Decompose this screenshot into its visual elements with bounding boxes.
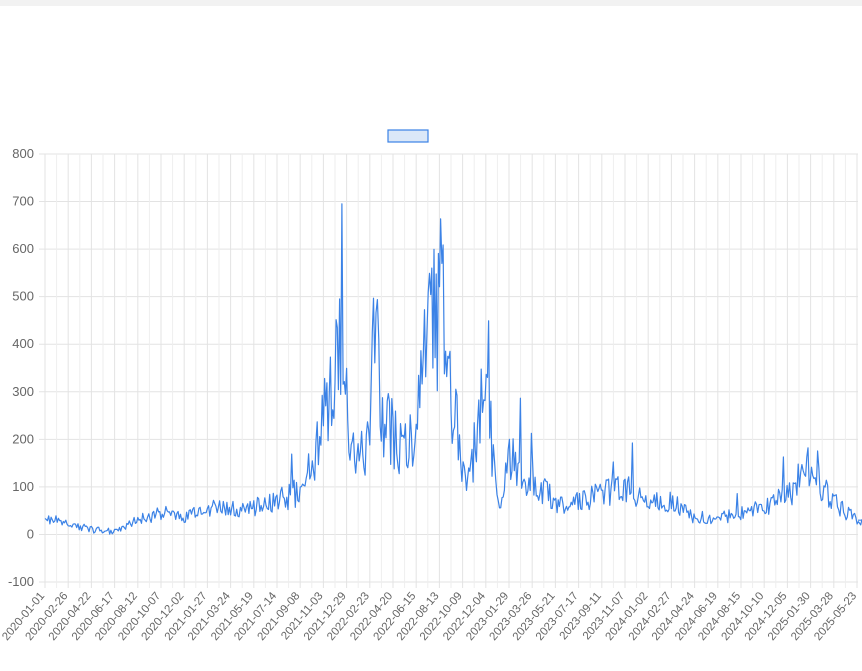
y-tick-label: 300 <box>12 384 34 399</box>
y-tick-label: 200 <box>12 431 34 446</box>
y-tick-label: 0 <box>27 526 34 541</box>
y-tick-label: 800 <box>12 146 34 161</box>
y-tick-label: 600 <box>12 241 34 256</box>
top-toolbar-strip <box>0 0 862 6</box>
legend[interactable] <box>387 129 429 143</box>
y-tick-label: 500 <box>12 289 34 304</box>
grid-lines <box>39 153 858 588</box>
y-tick-label: 700 <box>12 194 34 209</box>
y-tick-label: 400 <box>12 336 34 351</box>
y-tick-label: 100 <box>12 479 34 494</box>
series-line <box>44 203 862 535</box>
x-axis-ticks: 2020-01-012020-02-262020-04-222020-06-17… <box>0 590 859 643</box>
series-group <box>44 196 862 535</box>
y-axis-ticks: 800 700 600 500 400 300 200 100 0 -100 <box>8 146 34 589</box>
y-tick-label: -100 <box>8 574 34 589</box>
legend-swatch[interactable] <box>387 129 429 143</box>
